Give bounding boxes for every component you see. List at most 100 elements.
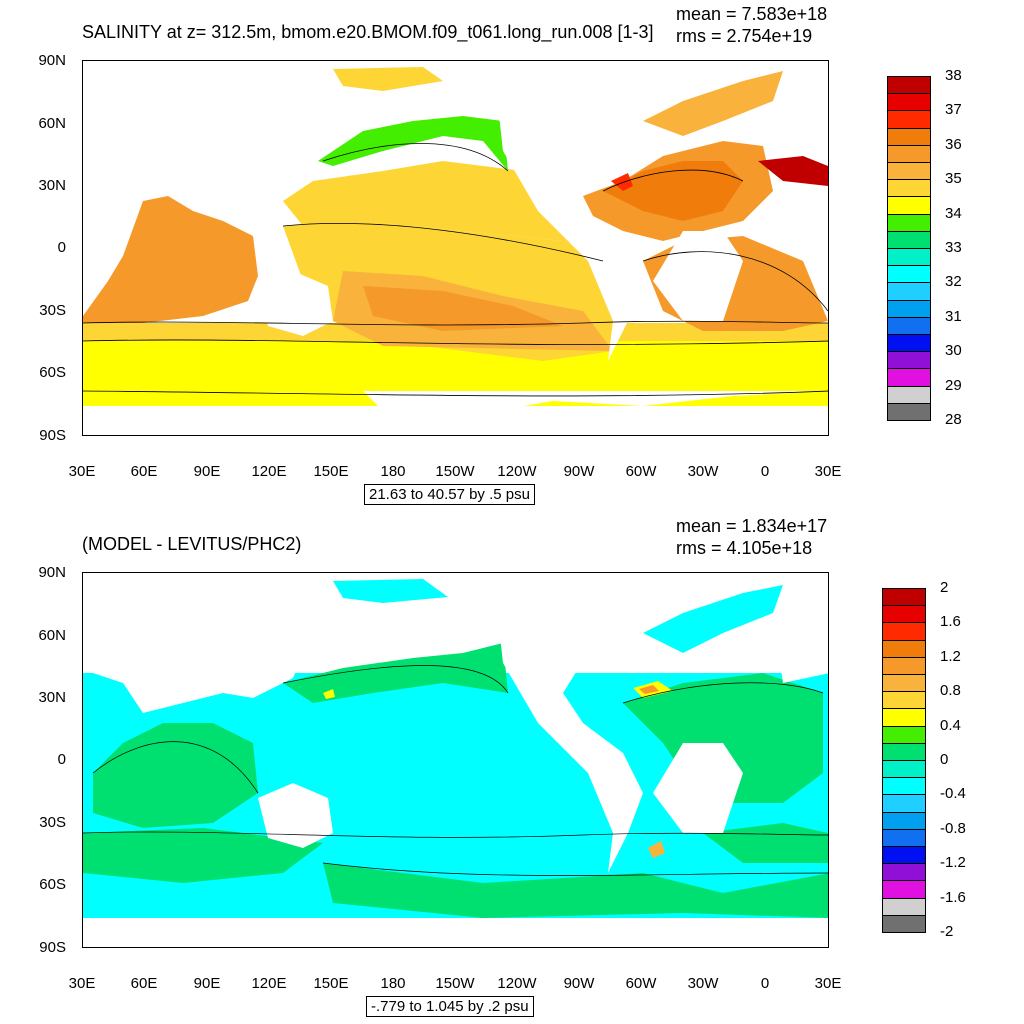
lon-label: 60W: [625, 463, 657, 480]
colorbar-swatch: [882, 863, 926, 882]
anomaly-north-pacific: [283, 643, 508, 703]
colorbar-swatch: [882, 588, 926, 607]
land-europe-africa: [653, 743, 743, 833]
colorbar-swatch: [882, 725, 926, 744]
colorbar-swatch: [882, 605, 926, 624]
lat-label: 30N: [38, 177, 66, 194]
colorbar-swatch: [887, 299, 931, 318]
colorbar-swatch: [882, 828, 926, 847]
colorbar-label: 1.6: [940, 613, 961, 631]
colorbar-label: -1.6: [940, 888, 966, 906]
colorbar-swatch: [887, 213, 931, 232]
lon-label: 150W: [435, 975, 475, 992]
lat-label: 60N: [38, 627, 66, 644]
colorbar-label: 38: [945, 67, 962, 84]
ocean-pacific-south-salty: [363, 286, 563, 331]
colorbar-swatch: [882, 811, 926, 830]
colorbar-label: -0.4: [940, 785, 966, 803]
colorbar-label: 0.4: [940, 716, 961, 734]
land-australia: [258, 783, 333, 848]
colorbar-label: 28: [945, 411, 962, 428]
lon-label: 60W: [625, 975, 657, 992]
anomaly-gulfstream-core: [639, 685, 659, 694]
land-africa-asia: [83, 573, 313, 713]
colorbar-label: 1.2: [940, 647, 961, 665]
land-australia: [258, 271, 333, 336]
stats-rms: rms = 4.105e+18: [676, 538, 813, 558]
lon-label: 150W: [435, 463, 475, 480]
colorbar-label: 29: [945, 376, 962, 394]
anomaly-atlantic: [623, 673, 823, 803]
colorbar-swatch: [882, 794, 926, 813]
colorbar-label: -0.8: [940, 819, 966, 837]
anomaly-east-aus: [323, 689, 335, 699]
lon-label: 120E: [251, 463, 287, 480]
land-americas: [493, 573, 643, 873]
colorbar-swatch: [887, 179, 931, 198]
land-eurasia-north: [773, 603, 828, 683]
lat-label: 90S: [39, 939, 66, 956]
colorbar-swatch: [887, 402, 931, 421]
lat-label: 30S: [39, 814, 66, 831]
ocean-arctic-north: [333, 67, 443, 91]
lat-label: 30N: [38, 689, 66, 706]
lon-label: 30W: [687, 975, 719, 992]
colorbar-swatch: [887, 248, 931, 267]
colorbar-swatch: [887, 76, 931, 95]
colorbar-swatch: [887, 351, 931, 370]
plot-title: (MODEL - LEVITUS/PHC2): [82, 534, 302, 554]
lat-label: 90N: [38, 52, 66, 69]
anomaly-southern: [83, 828, 323, 883]
contour-range-label: 21.63 to 40.57 by .5 psu: [364, 484, 535, 505]
ocean-arctic: [333, 579, 448, 603]
lon-label: 120W: [497, 975, 537, 992]
colorbar-label: -1.2: [940, 854, 966, 872]
plot-title: SALINITY at z= 312.5m, bmom.e20.BMOM.f09…: [82, 22, 654, 42]
lon-label: 150E: [313, 975, 349, 992]
colorbar-label: 34: [945, 204, 962, 222]
map-plot: [82, 572, 829, 948]
lon-label: 30E: [814, 463, 842, 480]
colorbar-swatch: [887, 93, 931, 112]
lat-label: 30S: [39, 302, 66, 319]
contour-range-label: -.779 to 1.045 by .2 psu: [366, 996, 534, 1017]
colorbar-swatch: [882, 691, 926, 710]
land-africa-asia: [83, 61, 313, 201]
ocean-indian: [83, 196, 258, 323]
colorbar-swatch: [887, 368, 931, 387]
colorbar-swatch: [887, 127, 931, 146]
colorbar-label: 0: [940, 751, 949, 768]
lon-label: 120E: [251, 975, 287, 992]
lon-label: 120W: [497, 463, 537, 480]
lon-label: 30E: [814, 975, 842, 992]
stats-rms: rms = 2.754e+19: [676, 26, 813, 46]
lat-label: 0: [57, 239, 66, 256]
colorbar-swatch: [882, 760, 926, 779]
colorbar-swatch: [882, 742, 926, 761]
colorbar-swatch: [887, 316, 931, 335]
ocean-arctic-atl: [643, 585, 783, 653]
colorbar-swatch: [882, 777, 926, 796]
lat-label: 60S: [39, 876, 66, 893]
colorbar-label: 30: [945, 342, 962, 360]
colorbar-swatch: [882, 656, 926, 675]
lon-label: 30E: [68, 463, 96, 480]
colorbar-label: 33: [945, 239, 962, 256]
lon-label: 60E: [130, 463, 158, 480]
colorbar-label: 35: [945, 170, 962, 188]
lat-label: 90N: [38, 564, 66, 581]
colorbar-swatch: [882, 622, 926, 641]
lon-label: 150E: [313, 463, 349, 480]
colorbar-swatch: [882, 846, 926, 865]
lon-label: 30W: [687, 463, 719, 480]
lat-label: 0: [57, 751, 66, 768]
lon-label: 90E: [193, 975, 221, 992]
ocean-antarctic-edge: [83, 391, 828, 413]
anomaly-south-pacific: [323, 863, 828, 918]
colorbar: 2 1.6 1.2 0.8 0.4 0 -0.4 -0.8 -1.2 -1.6 -2: [882, 580, 982, 940]
bottom-panel: (MODEL - LEVITUS/PHC2) mean = 1.834e+17 …: [0, 512, 1024, 1024]
colorbar-swatch: [887, 144, 931, 163]
colorbar-swatch: [887, 110, 931, 129]
colorbar-label: 37: [945, 101, 962, 119]
stats-mean: mean = 7.583e+18: [676, 4, 828, 24]
